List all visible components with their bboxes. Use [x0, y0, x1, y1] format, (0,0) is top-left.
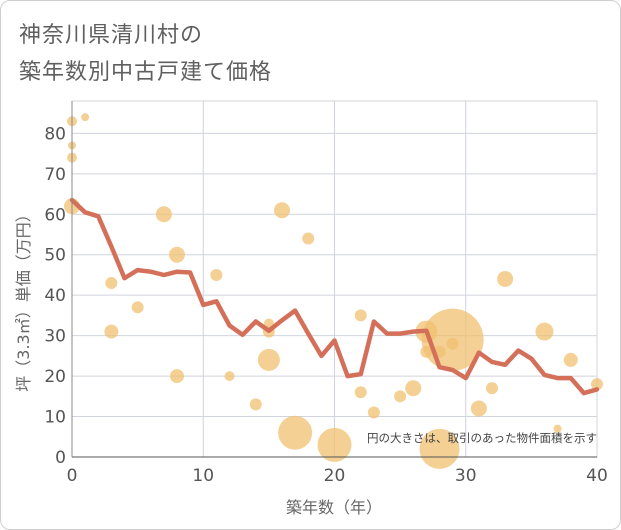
bubble-point: [497, 271, 514, 287]
bubble-point: [131, 301, 144, 314]
x-tick-label: 10: [192, 466, 214, 486]
bubble-point: [367, 406, 380, 419]
x-tick-label: 30: [455, 466, 477, 486]
bubble-point: [405, 380, 422, 397]
bubble-point: [470, 400, 487, 417]
bubble-point: [274, 202, 290, 219]
bubble-point: [81, 113, 90, 122]
size-note: 円の大きさは、取引のあった物件面積を示す: [367, 431, 597, 445]
chart-title-line2: 築年数別中古戸建て価格: [19, 60, 273, 85]
bubble-point: [317, 427, 352, 462]
bubble-point: [394, 390, 407, 403]
bubble-point: [210, 268, 223, 281]
y-tick-label: 20: [44, 367, 66, 387]
bubble-point: [170, 369, 184, 384]
bubble-point: [553, 424, 562, 433]
bubble-point: [354, 386, 367, 399]
bubble-point: [563, 352, 578, 367]
bubble-point: [105, 277, 118, 290]
bubble-point: [257, 348, 280, 371]
y-tick-label: 10: [44, 408, 66, 428]
bubble-point: [278, 415, 313, 450]
bubble-point: [169, 246, 185, 263]
bubble-layer: [64, 113, 603, 469]
bubble-point: [354, 309, 367, 322]
grid-lines: [71, 100, 598, 458]
bubble-point: [591, 378, 603, 391]
y-tick-label: 50: [44, 246, 66, 266]
y-tick-label: 0: [55, 448, 66, 468]
y-axis-label: 坪（3.3㎡）単価（万円）: [14, 206, 33, 391]
y-tick-label: 80: [44, 124, 66, 144]
x-tick-label: 20: [324, 466, 346, 486]
bubble-point: [104, 324, 119, 339]
bubble-point: [302, 232, 315, 245]
y-tick-label: 30: [44, 327, 66, 347]
axis-layer: 0 10 20 30 40 50 60 70 80 0 10 20 30 40: [44, 101, 608, 486]
bubble-point: [155, 206, 172, 223]
x-tick-label: 40: [586, 466, 608, 486]
y-tick-label: 70: [44, 165, 66, 185]
line-layer: [69, 197, 600, 396]
chart-title-line1: 神奈川県清川村の: [19, 23, 204, 48]
y-tick-label: 60: [44, 205, 66, 225]
average-price-line: [69, 197, 600, 396]
bubble-point: [419, 428, 460, 469]
bubble-point: [486, 382, 498, 395]
bubble-point: [535, 322, 554, 341]
x-axis-label: 築年数（年）: [286, 498, 382, 517]
x-tick-label: 0: [67, 466, 78, 486]
bubble-point: [249, 398, 262, 411]
bubble-point: [224, 371, 235, 382]
y-tick-label: 40: [44, 286, 66, 306]
